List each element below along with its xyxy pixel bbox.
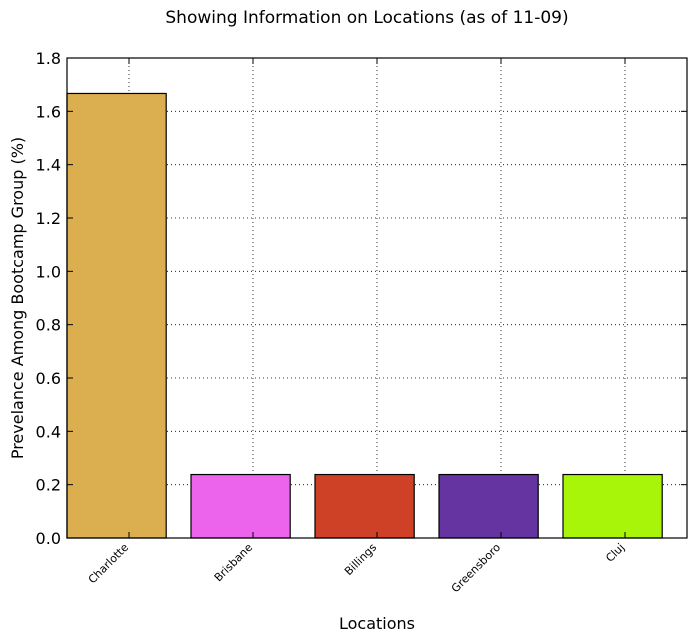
bar-charlotte xyxy=(66,92,167,539)
x-tick-labels: Charlotte Brisbane Billings Greensboro Cluj xyxy=(86,541,627,595)
y-tick-label: 0.4 xyxy=(36,422,61,441)
x-tick-label: Brisbane xyxy=(212,541,256,585)
y-tick-label: 1.2 xyxy=(36,209,61,228)
y-tick-label: 1.8 xyxy=(36,49,61,68)
y-tick-label: 0.0 xyxy=(36,529,61,548)
x-tick-label: Charlotte xyxy=(86,541,131,586)
y-tick-label: 1.6 xyxy=(36,102,61,121)
axis-ticks xyxy=(67,57,687,539)
y-tick-labels: 0.0 0.2 0.4 0.6 0.8 1.0 1.2 1.4 1.6 1.8 xyxy=(36,49,61,548)
chart-title: Showing Information on Locations (as of … xyxy=(165,8,568,28)
grid-lines xyxy=(67,58,687,538)
bars xyxy=(66,92,663,539)
bar-billings xyxy=(314,473,415,539)
y-tick-label: 0.6 xyxy=(36,369,61,388)
y-tick-label: 1.4 xyxy=(36,156,61,175)
y-tick-label: 0.8 xyxy=(36,316,61,335)
y-tick-label: 0.2 xyxy=(36,476,61,495)
bar-cluj xyxy=(562,473,663,539)
bar-greensboro xyxy=(438,473,539,539)
y-axis-label: Prevelance Among Bootcamp Group (%) xyxy=(8,137,27,459)
y-tick-label: 1.0 xyxy=(36,262,61,281)
x-axis-label: Locations xyxy=(339,614,415,633)
x-tick-label: Greensboro xyxy=(449,541,503,595)
bar-brisbane xyxy=(190,473,291,539)
x-tick-label: Billings xyxy=(342,541,379,578)
x-tick-label: Cluj xyxy=(603,541,627,565)
